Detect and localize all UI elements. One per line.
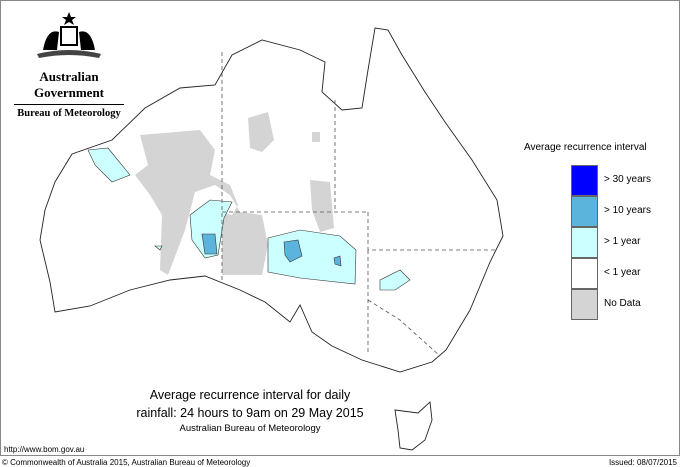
legend-label: > 10 years [604,205,651,216]
legend-swatch [571,196,598,227]
website-link[interactable]: http://www.bom.gov.au [4,445,85,454]
issued-date: Issued: 08/07/2015 [608,458,677,467]
bom-logo: Australian Government Bureau of Meteorol… [8,10,130,119]
legend-swatch [571,289,598,320]
legend-label: No Data [604,298,641,309]
legend-label: < 1 year [604,267,641,278]
agency-name: Bureau of Meteorology [14,104,124,119]
legend-title: Average recurrence interval [524,142,647,153]
coat-of-arms-icon [37,12,101,58]
copyright-notice: © Commonwealth of Australia 2015, Austra… [2,458,251,467]
australia-coastline [39,27,504,373]
government-name: Australian Government [33,69,105,100]
no-data-areas [135,112,334,275]
legend-swatch [571,227,598,258]
legend-swatch [571,165,598,196]
state-borders [221,52,498,357]
map-subtitle: Australian Bureau of Meteorology [179,423,321,434]
legend-label: > 1 year [604,236,641,247]
map-title-line1: Average recurrence interval for daily [149,388,351,402]
gt-10-years-areas [201,233,342,267]
legend-label: > 30 years [604,174,651,185]
legend-swatch [571,258,598,289]
map-title-line2: rainfall: 24 hours to 9am on 29 May 2015 [136,406,364,420]
tasmania-coastline [394,401,433,451]
